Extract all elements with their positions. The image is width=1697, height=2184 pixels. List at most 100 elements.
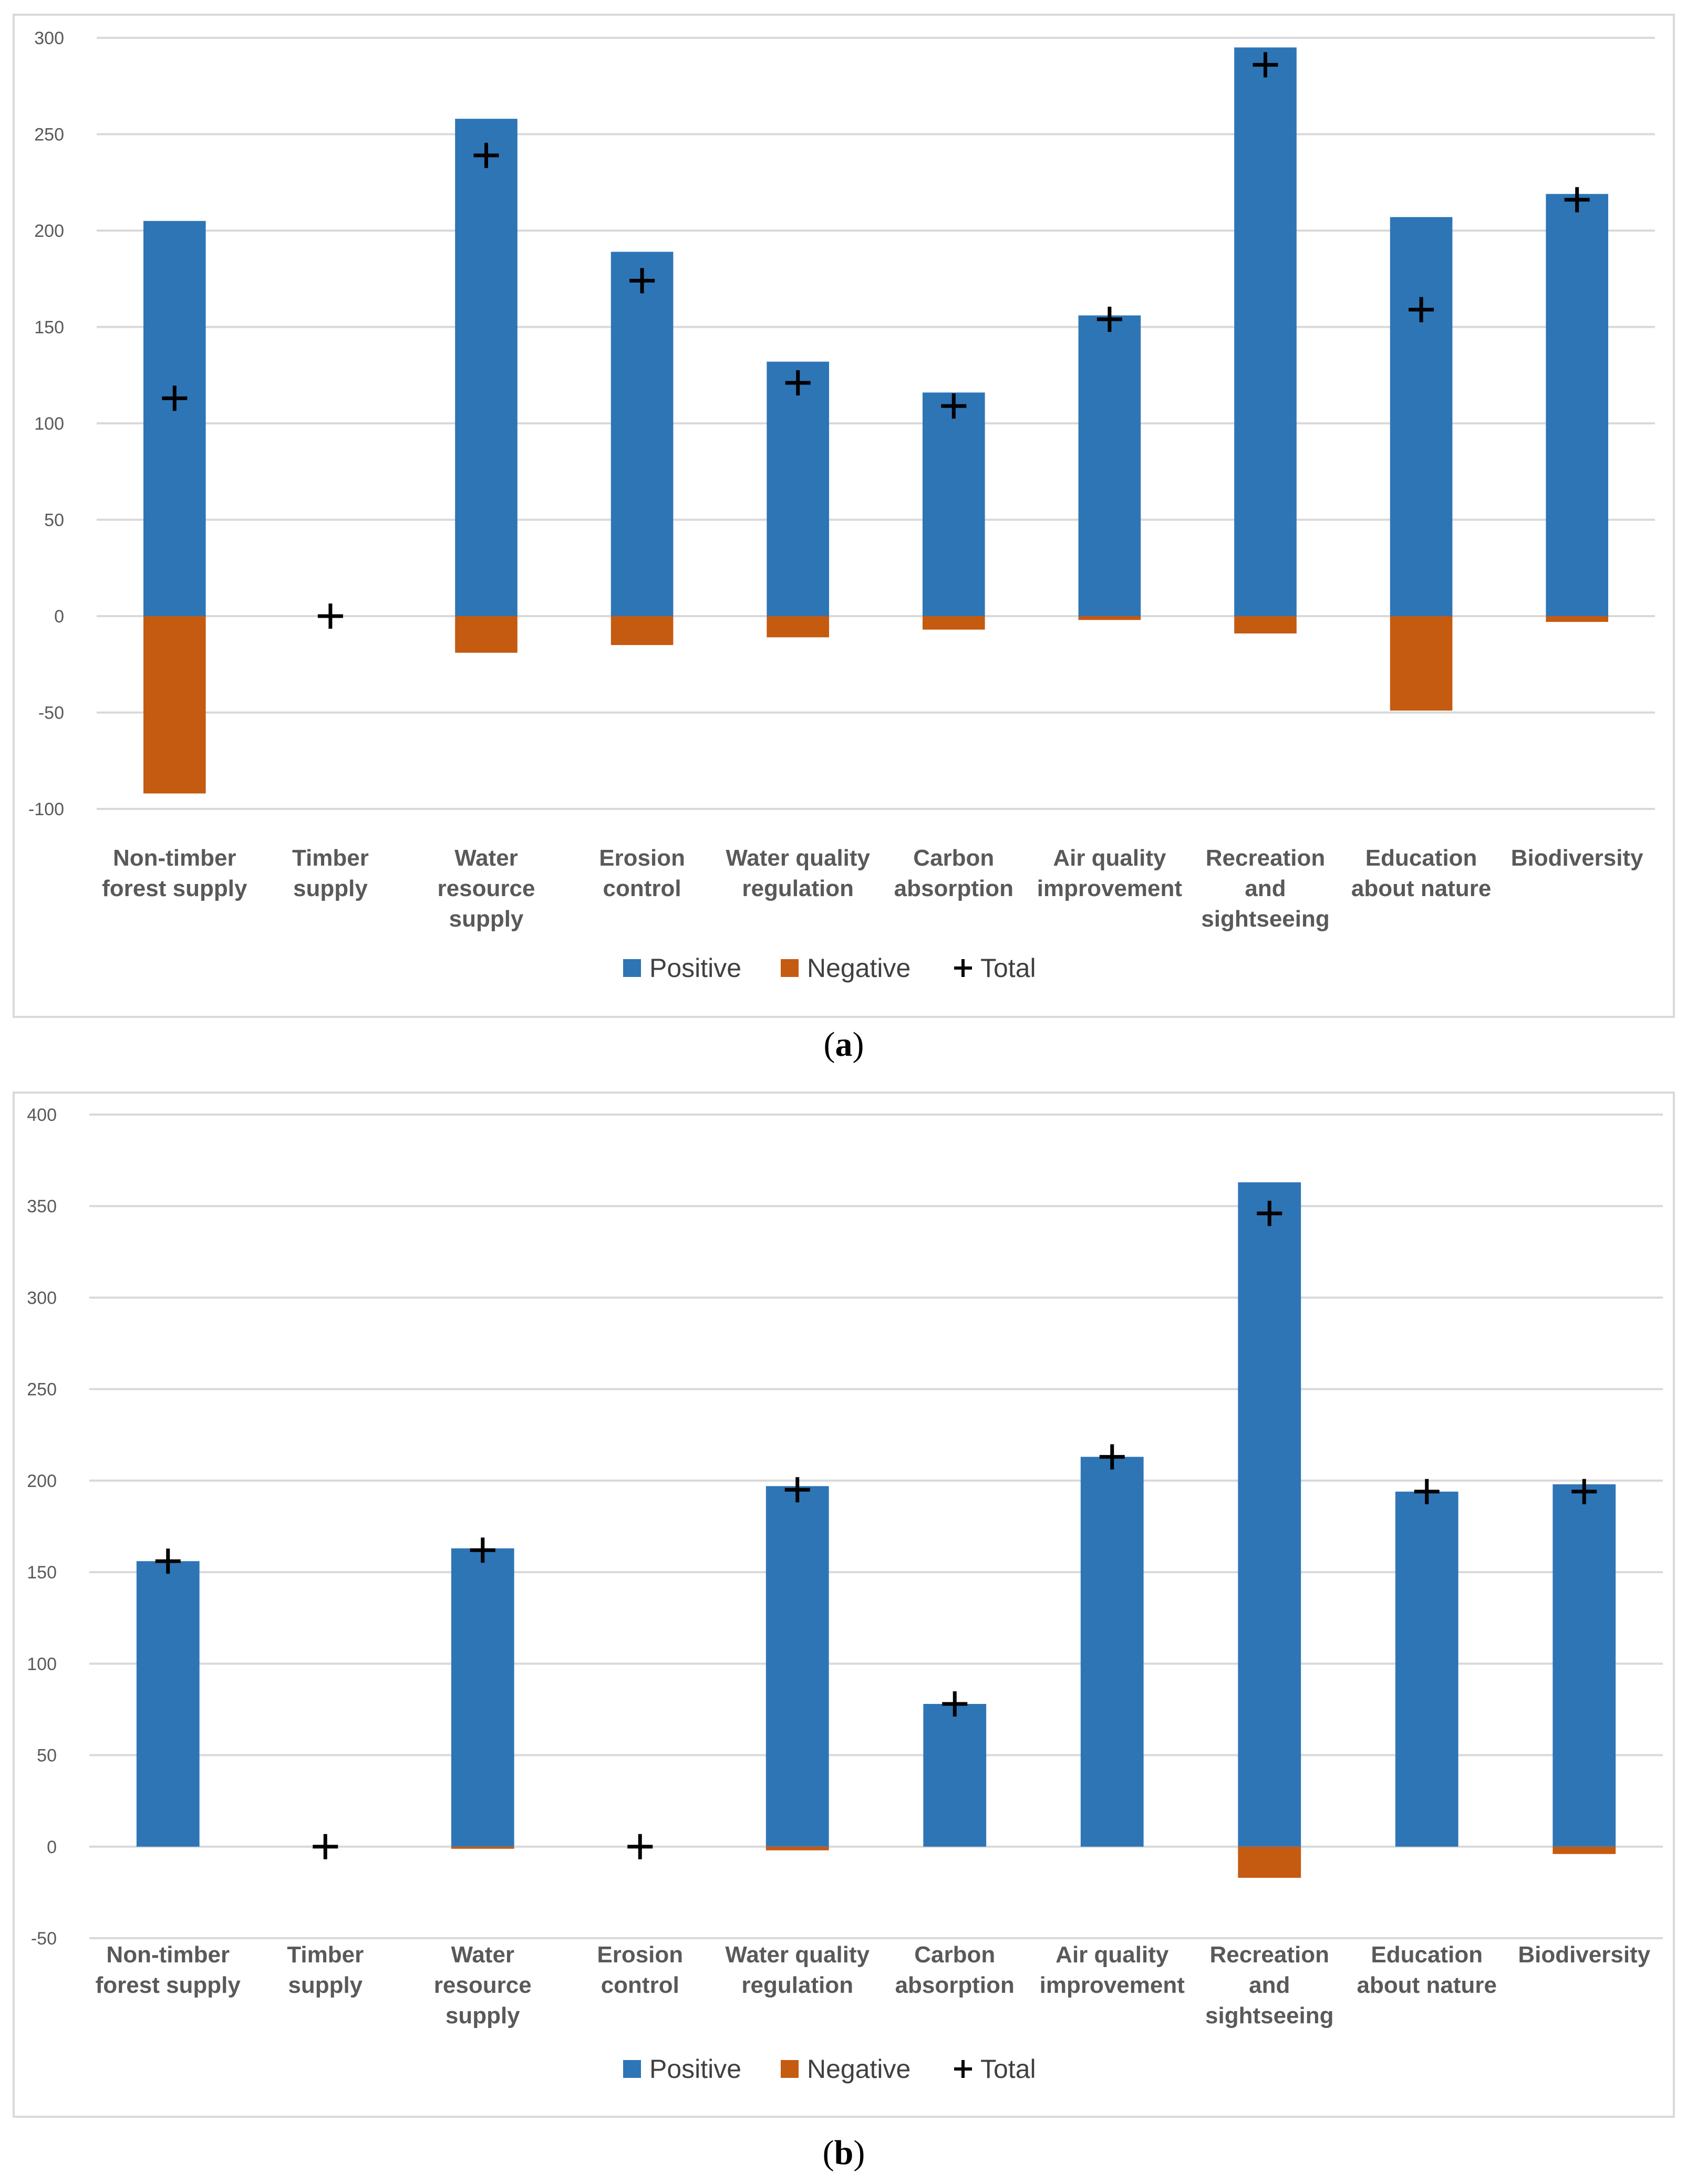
y-tick-label: 400: [27, 1105, 57, 1125]
bar-positive: [1395, 1491, 1458, 1847]
bar-negative: [922, 616, 985, 630]
x-category-label: improvement: [1040, 1972, 1185, 1998]
x-category-label: control: [601, 1972, 679, 1998]
x-category-label: and: [1245, 876, 1286, 901]
legend-label-positive: Positive: [649, 953, 741, 983]
total-marker: [627, 1834, 653, 1859]
total-marker: [470, 1537, 495, 1563]
bar-negative: [1553, 1846, 1616, 1854]
x-category-label: Erosion: [597, 1942, 683, 1968]
x-category-label: supply: [288, 1972, 363, 1998]
legend: Positive Negative Total: [623, 953, 1036, 983]
x-category-label: forest supply: [96, 1972, 241, 1998]
legend-swatch-total: [954, 959, 972, 977]
panel-label-close: ): [853, 1025, 864, 1064]
legend-label-positive: Positive: [649, 2054, 741, 2084]
bar-negative: [451, 1846, 514, 1849]
bar-negative: [1078, 616, 1141, 620]
total-marker: [155, 1548, 181, 1574]
x-category-label: absorption: [895, 1972, 1015, 1998]
x-category-label: Non-timber: [106, 1942, 230, 1968]
x-category-label: Air quality: [1056, 1942, 1169, 1968]
bar-negative: [1234, 616, 1297, 634]
panel-label: (a): [824, 1025, 864, 1064]
chart-panel-a: -100 -50 0 50 100 150 200 250 300 Non-timber fores…: [13, 14, 1675, 1018]
total-marker: [784, 1477, 810, 1503]
total-marker: [1096, 306, 1122, 332]
total-marker: [942, 1691, 968, 1717]
legend-swatch-positive: [623, 959, 641, 977]
total-marker: [162, 386, 188, 411]
total-marker: [1257, 1201, 1282, 1226]
total-marker: [1409, 297, 1434, 323]
bar-positive: [1078, 315, 1141, 616]
x-category-label: resource: [438, 876, 535, 901]
legend-swatch-negative: [781, 2060, 799, 2078]
y-tick-label: 200: [34, 221, 64, 241]
y-tick-label: 50: [37, 1746, 57, 1766]
legend-swatch-negative: [781, 959, 799, 977]
bar-positive: [1546, 194, 1609, 616]
y-tick-label: 150: [27, 1563, 57, 1583]
x-category-label: Recreation: [1206, 845, 1325, 871]
y-tick-label: 50: [44, 511, 64, 531]
total-marker: [313, 1834, 338, 1859]
total-marker: [1099, 1444, 1125, 1470]
bar-positive: [1234, 47, 1297, 617]
legend-label-negative: Negative: [807, 2054, 910, 2084]
y-tick-label: 300: [34, 28, 64, 48]
x-category-label: regulation: [741, 1972, 853, 1998]
x-category-label: improvement: [1037, 876, 1183, 901]
x-category-label: sightseeing: [1205, 2003, 1334, 2029]
bar-positive: [1238, 1182, 1301, 1847]
x-category-label: supply: [446, 2003, 520, 2029]
x-category-label: sightseeing: [1201, 906, 1330, 932]
y-tick-label: 250: [34, 125, 64, 145]
legend-swatch-total: [954, 2060, 972, 2078]
panel-label-open: (: [824, 1025, 835, 1064]
y-tick-label: 100: [27, 1654, 57, 1674]
x-category-label: about nature: [1357, 1972, 1497, 1998]
total-marker: [1414, 1479, 1440, 1504]
x-category-label: Biodiversity: [1518, 1942, 1650, 1968]
panel-label-open: (: [823, 2134, 834, 2172]
y-tick-label: 0: [54, 607, 64, 627]
total-marker: [317, 604, 343, 629]
bar-negative: [765, 1846, 829, 1850]
x-category-label: Timber: [287, 1942, 364, 1968]
total-marker: [941, 393, 967, 419]
bar-positive: [767, 361, 830, 616]
x-category-label: forest supply: [102, 876, 247, 901]
bar-positive: [136, 1561, 200, 1847]
bar-negative: [610, 616, 674, 646]
panel-label: (b): [823, 2134, 865, 2172]
x-category-label: supply: [449, 906, 524, 932]
bar-positive: [451, 1548, 514, 1847]
x-category-label: resource: [434, 1972, 532, 1998]
panel-label-close: ): [853, 2134, 865, 2172]
panel-label-letter: a: [835, 1025, 853, 1064]
y-tick-label: 0: [47, 1837, 57, 1857]
y-tick-label: -100: [28, 799, 64, 819]
x-category-label: Water quality: [726, 845, 870, 871]
legend-label-negative: Negative: [807, 953, 910, 983]
x-category-label: and: [1249, 1972, 1290, 1998]
x-category-label: Biodiversity: [1511, 845, 1643, 871]
x-category-label: Timber: [292, 845, 369, 871]
bar-negative: [1546, 616, 1609, 622]
total-marker: [1564, 187, 1590, 213]
y-tick-label: 350: [27, 1197, 57, 1216]
x-category-label: regulation: [742, 876, 854, 901]
legend-label-total: Total: [980, 2054, 1036, 2084]
total-marker: [473, 142, 499, 168]
total-marker: [1253, 52, 1278, 78]
x-category-label: Erosion: [599, 845, 685, 871]
bar-positive: [1080, 1457, 1144, 1847]
bar-negative: [143, 616, 206, 794]
y-tick-label: 100: [34, 414, 64, 434]
total-marker: [629, 268, 655, 294]
y-tick-label: 300: [27, 1288, 57, 1308]
x-category-label: Water: [454, 845, 518, 871]
bar-positive: [923, 1703, 987, 1847]
